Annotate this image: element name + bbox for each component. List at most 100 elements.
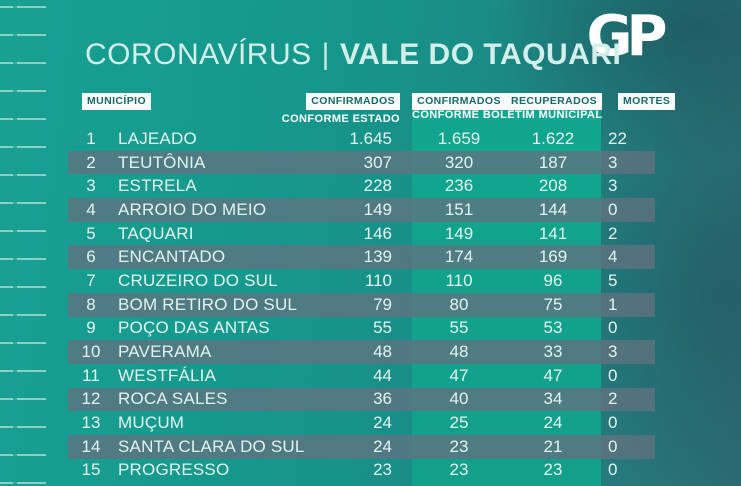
gp-logo: GP [582,4,671,69]
ruler-line [0,90,46,92]
table-row: 10 PAVERAMA 48 48 33 3 [68,340,655,364]
row-rank: 1 [86,128,96,148]
confirmed-state-value: 36 [373,389,392,409]
row-rank: 9 [86,318,96,338]
recovered-value: 208 [538,176,568,196]
row-rank: 11 [82,365,100,385]
municipality-name: PAVERAMA [118,342,212,362]
recovered-value: 144 [538,199,568,219]
municipality-name: PROGRESSO [118,460,230,480]
table-row: 12 ROCA SALES 36 40 34 2 [68,387,655,412]
recovered-value: 47 [543,365,563,385]
title-separator: | [321,38,330,71]
table-row: 11 WESTFÁLIA 44 47 47 0 [68,364,655,388]
recuperados-badge: RECUPERADOS [506,93,603,110]
ruler-line [0,426,46,428]
row-rank: 14 [81,436,101,456]
confirmed-state-value: 307 [363,152,392,172]
confirmed-municipal-value: 149 [444,223,474,243]
confirmed-municipal-value: 23 [449,460,469,480]
confirmed-state-value: 149 [363,199,392,219]
ruler-line [0,174,46,176]
confirmed-state-value: 1.645 [349,128,392,148]
ruler-line [0,230,46,232]
recovered-value: 21 [543,436,563,456]
confirmed-state-value: 24 [373,436,392,456]
title-region: VALE DO TAQUARI [339,38,622,71]
recovered-value: 187 [538,152,568,172]
table-row: 4 ARROIO DO MEIO 149 151 144 0 [68,198,655,222]
row-rank: 10 [81,342,101,362]
municipality-name: CRUZEIRO DO SUL [118,270,278,290]
row-rank: 7 [86,270,96,290]
municipality-name: LAJEADO [118,128,197,148]
confirmados-estado-subtitle: CONFORME ESTADO [281,113,400,125]
confirmed-municipal-value: 174 [444,247,474,267]
deaths-value: 4 [608,247,618,267]
recovered-value: 141 [538,223,568,243]
deaths-value: 3 [608,342,618,362]
municipality-name: ESTRELA [118,176,197,196]
ruler-line [0,62,46,64]
table-row: 9 POÇO DAS ANTAS 55 55 53 0 [68,317,655,341]
ruler-line [0,342,46,344]
svg-text:GP: GP [586,4,665,68]
municipality-name: ARROIO DO MEIO [118,199,267,219]
confirmed-state-value: 110 [364,270,392,290]
ruler-line [0,118,46,120]
row-rank: 15 [81,460,101,480]
confirmed-state-value: 228 [363,176,392,196]
column-header-recuperados: RECUPERADOS [506,91,603,110]
municipality-name: WESTFÁLIA [118,365,217,385]
recovered-value: 96 [543,270,563,290]
ruler-line [0,398,46,400]
confirmed-municipal-value: 110 [445,270,473,290]
mortes-badge: MORTES [618,93,676,110]
deaths-value: 2 [608,223,618,243]
deaths-value: 0 [608,318,618,338]
table-row: 7 CRUZEIRO DO SUL 110 110 96 5 [68,269,655,293]
confirmados-municipal-badge: CONFIRMADOS [412,93,506,110]
ruler-line [0,146,46,148]
confirmed-state-value: 48 [373,342,392,362]
ruler-line [0,314,46,316]
deaths-value: 0 [608,365,618,385]
ruler-line [0,286,46,288]
table-row: 3 ESTRELA 228 236 208 3 [68,174,655,198]
deaths-value: 2 [608,389,618,409]
confirmed-municipal-value: 25 [449,413,469,433]
municipality-name: BOM RETIRO DO SUL [118,294,298,314]
confirmed-municipal-value: 48 [449,342,469,362]
recovered-value: 53 [543,318,563,338]
confirmed-state-value: 44 [373,365,392,385]
confirmed-municipal-value: 23 [449,436,469,456]
ruler-line [0,6,46,8]
column-header-mortes: MORTES [618,91,676,110]
row-rank: 6 [86,247,96,267]
deaths-value: 3 [608,152,618,172]
page-title: CORONAVÍRUS | VALE DO TAQUARI [85,38,621,72]
recovered-value: 1.622 [531,128,575,148]
deaths-value: 0 [608,460,618,480]
municipality-name: SANTA CLARA DO SUL [118,436,305,456]
confirmed-state-value: 55 [373,318,392,338]
confirmed-municipal-value: 80 [449,294,469,314]
confirmed-municipal-value: 55 [449,318,469,338]
table-row: 14 SANTA CLARA DO SUL 24 23 21 0 [68,434,655,459]
confirmed-municipal-value: 1.659 [437,128,481,148]
confirmed-municipal-value: 320 [444,152,474,172]
municipality-name: ROCA SALES [118,389,228,409]
recovered-value: 23 [543,460,563,480]
ruler-line [0,258,46,260]
row-rank: 13 [81,413,101,433]
row-rank: 4 [86,199,96,219]
row-rank: 8 [86,294,96,314]
confirmed-municipal-value: 47 [449,365,469,385]
confirmed-municipal-value: 40 [449,389,469,409]
recovered-value: 33 [543,342,563,362]
table-row: 1 LAJEADO 1.645 1.659 1.622 22 [68,127,655,151]
municipality-name: TAQUARI [118,223,194,243]
column-header-confirmados-estado: CONFIRMADOS CONFORME ESTADO [260,91,400,125]
municipio-badge: MUNICÍPIO [82,93,152,110]
row-rank: 3 [86,176,96,196]
